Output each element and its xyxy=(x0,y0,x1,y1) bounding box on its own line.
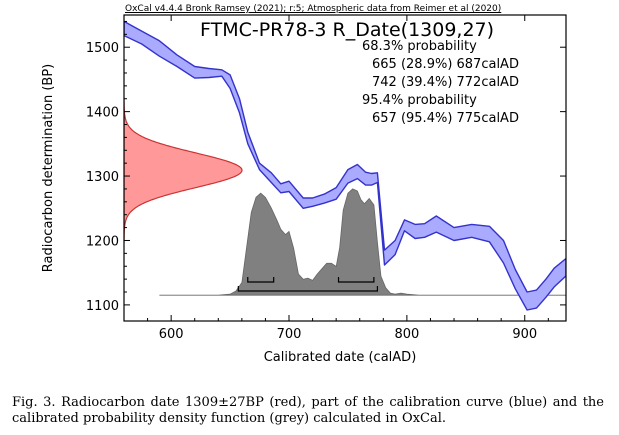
range-68-bar xyxy=(337,277,375,283)
y-tick-label: 1400 xyxy=(86,106,119,121)
y-tick-label: 1200 xyxy=(86,234,119,249)
x-tick-label: 600 xyxy=(159,327,184,342)
plot-frame xyxy=(123,14,567,322)
figure-caption: Fig. 3. Radiocarbon date 1309±27BP (red)… xyxy=(12,395,604,426)
x-tick-label: 900 xyxy=(512,327,537,342)
x-axis-label: Calibrated date (calAD) xyxy=(264,350,417,365)
range-95-title: 95.4% probability xyxy=(362,93,477,108)
calibration-curve-band xyxy=(124,20,566,311)
range-95-item-1: 657 (95.4%) 775calAD xyxy=(372,111,519,126)
y-tick-label: 1100 xyxy=(86,299,119,314)
range-68-title: 68.3% probability xyxy=(362,39,477,54)
radiocarbon-date-density xyxy=(124,97,243,244)
oxcal-header: OxCal v4.4.4 Bronk Ramsey (2021); r:5; A… xyxy=(125,4,502,14)
probability-range-bars xyxy=(237,277,379,292)
axes: 600 700 800 900 1100 1200 1300 1400 1500 xyxy=(86,15,566,342)
x-tick-label: 800 xyxy=(394,327,419,342)
y-tick-label: 1300 xyxy=(86,170,119,185)
range-68-item-1: 665 (28.9%) 687calAD xyxy=(372,57,519,72)
chart-title: FTMC-PR78-3 R_Date(1309,27) xyxy=(200,19,494,41)
probability-annotations: 68.3% probability 665 (28.9%) 687calAD 7… xyxy=(362,39,519,126)
plot-area xyxy=(124,20,566,311)
range-68-bar xyxy=(247,277,275,283)
x-tick-label: 700 xyxy=(277,327,302,342)
probability-density-area xyxy=(159,188,566,296)
y-axis-label: Radiocarbon determination (BP) xyxy=(41,64,56,272)
calibration-chart: FTMC-PR78-3 R_Date(1309,27) 600 700 800 900… xyxy=(41,14,567,365)
range-68-item-2: 742 (39.4%) 772calAD xyxy=(372,75,519,90)
y-tick-label: 1500 xyxy=(86,41,119,56)
range-95-bar xyxy=(237,286,379,292)
